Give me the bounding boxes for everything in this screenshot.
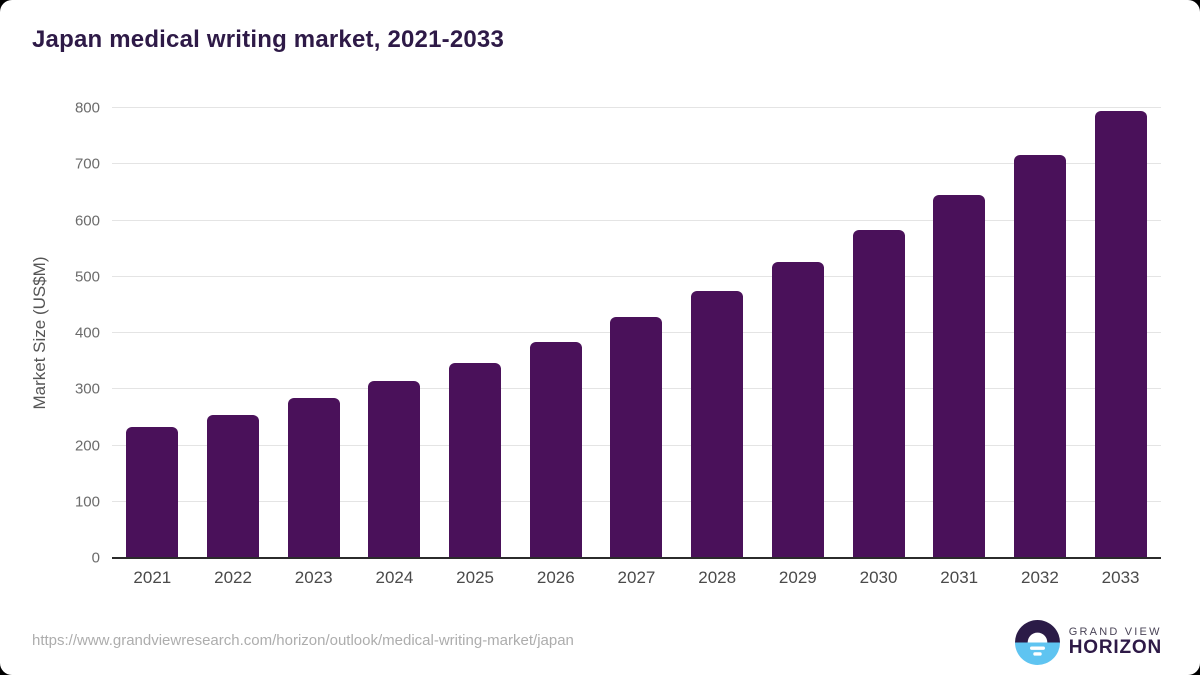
gridline-700 <box>112 163 1161 165</box>
gridline-600 <box>112 219 1161 221</box>
x-tick-label-2021: 2021 <box>133 568 172 587</box>
bar-2026[interactable] <box>529 342 582 558</box>
bar-slot-2029 <box>758 108 839 558</box>
chart-title: Japan medical writing market, 2021-2033 <box>32 26 505 53</box>
bar-slot-2027 <box>596 108 677 558</box>
x-tick-label-2029: 2029 <box>778 568 817 587</box>
bar-slot-2022 <box>193 108 274 558</box>
bar-2028[interactable] <box>691 291 744 558</box>
logo-horizon-label: HORIZON <box>1068 637 1162 659</box>
logo-grand-view-label: GRAND VIEW <box>1068 626 1162 638</box>
x-tick-label-2032: 2032 <box>1020 568 1059 587</box>
x-tick-label-2023: 2023 <box>294 568 333 587</box>
grand-view-horizon-logo: GRAND VIEW HORIZON <box>1014 620 1162 665</box>
y-tick-label-500: 500 <box>74 268 100 286</box>
bar-2032[interactable] <box>1013 155 1066 558</box>
bar-slot-2028 <box>677 108 758 558</box>
bar-series <box>112 108 1161 558</box>
gridline-800 <box>112 107 1161 108</box>
bar-slot-2024 <box>354 108 435 558</box>
bar-2029[interactable] <box>771 262 824 558</box>
x-tick-label-2028: 2028 <box>698 568 737 587</box>
bar-2030[interactable] <box>852 229 905 558</box>
y-tick-label-400: 400 <box>74 324 100 342</box>
bar-slot-2023 <box>273 108 354 558</box>
bar-2022[interactable] <box>207 414 260 558</box>
y-tick-label-600: 600 <box>74 212 100 229</box>
bar-slot-2025 <box>435 108 516 558</box>
bar-2021[interactable] <box>126 426 179 558</box>
gridline-500 <box>112 275 1161 277</box>
x-tick-label-2025: 2025 <box>456 568 494 587</box>
bar-slot-2033 <box>1080 108 1161 558</box>
x-tick-label-2027: 2027 <box>617 568 656 587</box>
x-tick-label-2033: 2033 <box>1101 568 1140 587</box>
bar-2031[interactable] <box>933 195 986 558</box>
bar-2027[interactable] <box>610 317 663 558</box>
bar-2033[interactable] <box>1094 111 1147 558</box>
x-axis-tick-labels: 2021 2022 2023 2024 2025 2026 2027 2028 2029 2030… <box>112 568 1161 588</box>
bar-2024[interactable] <box>368 380 421 558</box>
bar-slot-2032 <box>1000 108 1081 558</box>
x-tick-label-2024: 2024 <box>375 568 414 587</box>
x-tick-label-2022: 2022 <box>214 568 252 587</box>
y-tick-label-0: 0 <box>91 549 100 567</box>
bar-slot-2030 <box>838 108 919 558</box>
bar-slot-2021 <box>112 108 193 558</box>
x-tick-label-2030: 2030 <box>859 568 898 587</box>
logo-text: GRAND VIEW HORIZON <box>1069 626 1162 659</box>
y-tick-label-800: 800 <box>74 99 100 117</box>
y-tick-label-200: 200 <box>74 437 100 454</box>
bar-slot-2031 <box>919 108 1000 558</box>
y-axis-tick-labels: 0 100 200 300 400 500 600 700 800 <box>0 100 100 567</box>
x-tick-label-2031: 2031 <box>940 568 979 587</box>
x-axis-line <box>112 557 1161 559</box>
y-tick-label-700: 700 <box>74 155 100 173</box>
y-tick-label-100: 100 <box>74 493 100 511</box>
bar-2025[interactable] <box>449 362 502 558</box>
y-tick-label-300: 300 <box>74 380 100 398</box>
horizon-sun-icon <box>1014 620 1060 665</box>
x-tick-label-2026: 2026 <box>536 568 575 587</box>
plot-area <box>112 107 1161 559</box>
bar-2023[interactable] <box>287 398 340 558</box>
bar-slot-2026 <box>515 108 596 558</box>
source-url: https://www.grandviewresearch.com/horizo… <box>32 632 574 649</box>
